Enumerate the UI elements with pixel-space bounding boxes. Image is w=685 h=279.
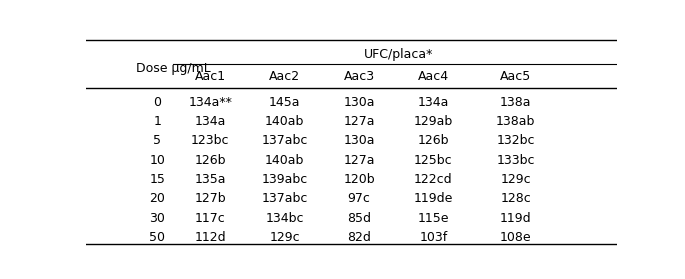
Text: 138a: 138a bbox=[500, 96, 532, 109]
Text: 140ab: 140ab bbox=[265, 154, 304, 167]
Text: 127a: 127a bbox=[343, 115, 375, 128]
Text: 117c: 117c bbox=[195, 212, 226, 225]
Text: 50: 50 bbox=[149, 231, 165, 244]
Text: 122cd: 122cd bbox=[414, 173, 453, 186]
Text: Aac3: Aac3 bbox=[343, 70, 375, 83]
Text: 137abc: 137abc bbox=[262, 134, 308, 147]
Text: 85d: 85d bbox=[347, 212, 371, 225]
Text: 10: 10 bbox=[149, 154, 165, 167]
Text: 5: 5 bbox=[153, 134, 161, 147]
Text: 82d: 82d bbox=[347, 231, 371, 244]
Text: 128c: 128c bbox=[500, 193, 531, 205]
Text: 123bc: 123bc bbox=[191, 134, 229, 147]
Text: 20: 20 bbox=[149, 193, 165, 205]
Text: 130a: 130a bbox=[343, 96, 375, 109]
Text: 112d: 112d bbox=[195, 231, 226, 244]
Text: 1: 1 bbox=[153, 115, 161, 128]
Text: 0: 0 bbox=[153, 96, 161, 109]
Text: 127a: 127a bbox=[343, 154, 375, 167]
Text: 129ab: 129ab bbox=[414, 115, 453, 128]
Text: 129c: 129c bbox=[269, 231, 300, 244]
Text: 137abc: 137abc bbox=[262, 193, 308, 205]
Text: 134a**: 134a** bbox=[188, 96, 232, 109]
Text: 130a: 130a bbox=[343, 134, 375, 147]
Text: 30: 30 bbox=[149, 212, 165, 225]
Text: 108e: 108e bbox=[500, 231, 532, 244]
Text: 115e: 115e bbox=[418, 212, 449, 225]
Text: Aac1: Aac1 bbox=[195, 70, 226, 83]
Text: 135a: 135a bbox=[195, 173, 226, 186]
Text: 126b: 126b bbox=[195, 154, 226, 167]
Text: 134a: 134a bbox=[418, 96, 449, 109]
Text: 133bc: 133bc bbox=[497, 154, 535, 167]
Text: 134a: 134a bbox=[195, 115, 226, 128]
Text: 138ab: 138ab bbox=[496, 115, 535, 128]
Text: 145a: 145a bbox=[269, 96, 301, 109]
Text: 120b: 120b bbox=[343, 173, 375, 186]
Text: 132bc: 132bc bbox=[497, 134, 535, 147]
Text: Aac2: Aac2 bbox=[269, 70, 300, 83]
Text: Aac5: Aac5 bbox=[500, 70, 532, 83]
Text: 119d: 119d bbox=[500, 212, 532, 225]
Text: Dose μg/mL: Dose μg/mL bbox=[136, 62, 211, 75]
Text: 139abc: 139abc bbox=[262, 173, 308, 186]
Text: 129c: 129c bbox=[500, 173, 531, 186]
Text: 15: 15 bbox=[149, 173, 165, 186]
Text: Aac4: Aac4 bbox=[418, 70, 449, 83]
Text: UFC/placa*: UFC/placa* bbox=[364, 49, 434, 61]
Text: 119de: 119de bbox=[414, 193, 453, 205]
Text: 125bc: 125bc bbox=[414, 154, 453, 167]
Text: 134bc: 134bc bbox=[266, 212, 304, 225]
Text: 97c: 97c bbox=[347, 193, 371, 205]
Text: 126b: 126b bbox=[418, 134, 449, 147]
Text: 103f: 103f bbox=[419, 231, 447, 244]
Text: 127b: 127b bbox=[195, 193, 226, 205]
Text: 140ab: 140ab bbox=[265, 115, 304, 128]
